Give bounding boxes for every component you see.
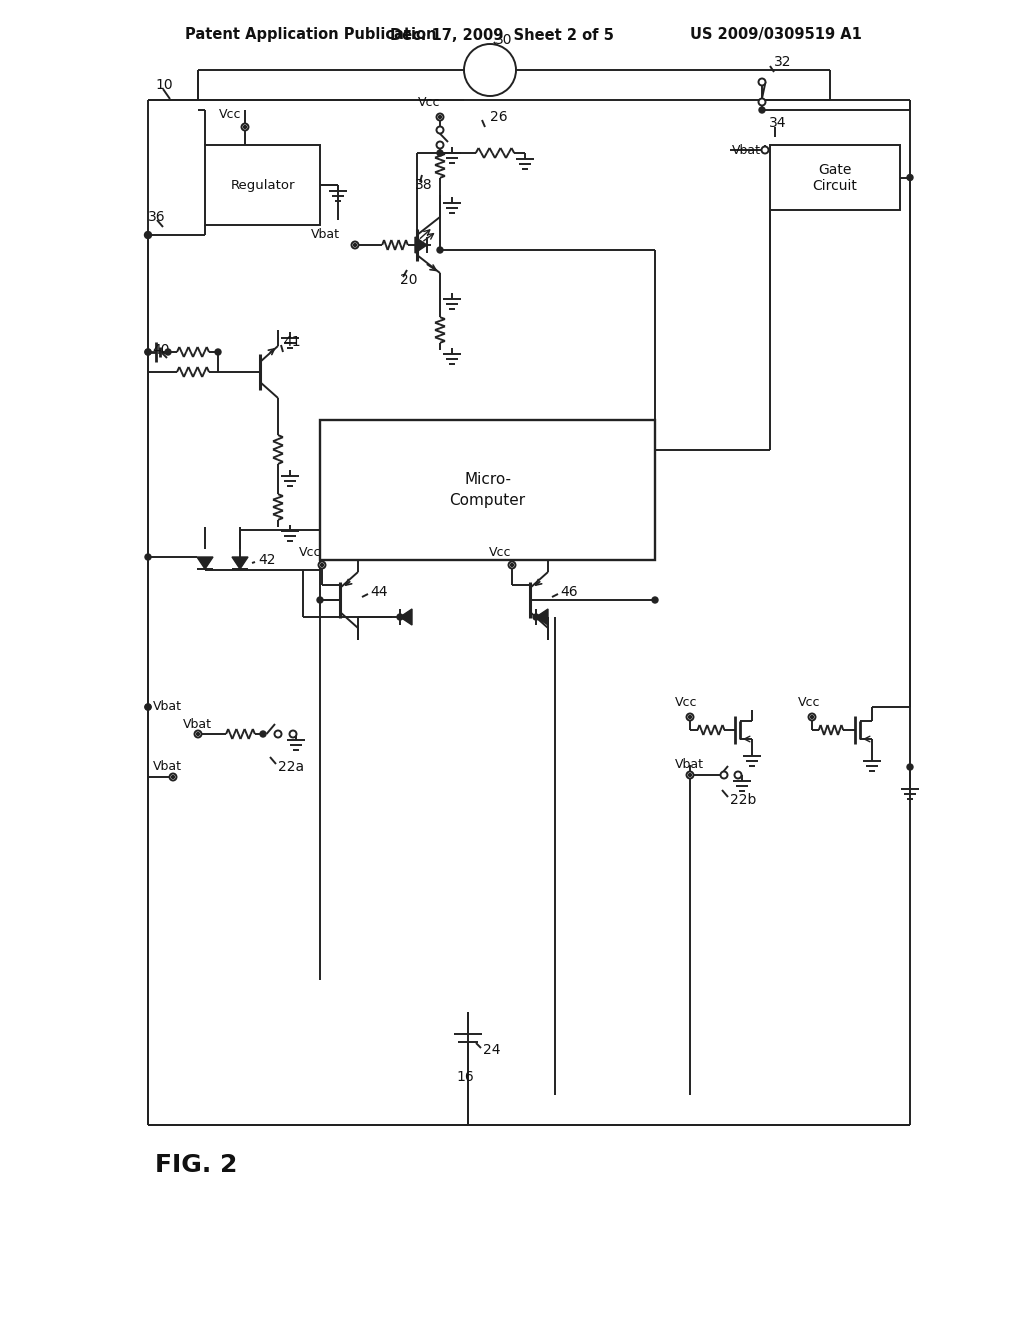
Circle shape <box>721 771 727 779</box>
Text: Micro-: Micro- <box>464 473 511 487</box>
Circle shape <box>145 554 151 560</box>
Circle shape <box>438 116 441 119</box>
Circle shape <box>244 125 247 128</box>
Text: Vcc: Vcc <box>798 697 820 710</box>
Text: Vbat: Vbat <box>153 760 182 774</box>
Circle shape <box>195 730 202 738</box>
Text: Gate: Gate <box>818 162 852 177</box>
Circle shape <box>144 231 152 239</box>
Circle shape <box>317 597 323 603</box>
Circle shape <box>436 127 443 133</box>
Circle shape <box>260 731 266 737</box>
Polygon shape <box>197 557 213 569</box>
Text: Vbat: Vbat <box>675 759 705 771</box>
Circle shape <box>351 242 358 248</box>
Text: Dec. 17, 2009  Sheet 2 of 5: Dec. 17, 2009 Sheet 2 of 5 <box>390 28 613 42</box>
Text: Vbat: Vbat <box>153 701 182 714</box>
Text: 38: 38 <box>415 178 432 191</box>
Text: 16: 16 <box>456 1071 474 1084</box>
Bar <box>770 145 900 210</box>
Circle shape <box>686 771 693 779</box>
Circle shape <box>242 124 249 131</box>
Circle shape <box>145 348 151 355</box>
Circle shape <box>318 561 326 569</box>
Circle shape <box>511 564 513 566</box>
Circle shape <box>688 774 691 776</box>
Text: Circuit: Circuit <box>813 178 857 193</box>
Text: US 2009/0309519 A1: US 2009/0309519 A1 <box>690 28 862 42</box>
Text: 36: 36 <box>148 210 166 224</box>
Circle shape <box>274 730 282 738</box>
Text: FIG. 2: FIG. 2 <box>155 1152 238 1177</box>
Circle shape <box>534 614 539 620</box>
Text: 44: 44 <box>370 585 387 599</box>
Circle shape <box>145 348 151 355</box>
Circle shape <box>762 147 768 153</box>
Text: Vbat: Vbat <box>183 718 212 730</box>
Text: Vbat: Vbat <box>310 228 340 242</box>
Circle shape <box>170 774 176 780</box>
Circle shape <box>145 704 151 710</box>
Circle shape <box>353 243 356 247</box>
Text: 40: 40 <box>152 343 170 356</box>
Circle shape <box>437 150 443 156</box>
Circle shape <box>145 704 151 710</box>
Circle shape <box>509 561 515 569</box>
Polygon shape <box>536 609 548 624</box>
Text: Vbat: Vbat <box>732 144 761 157</box>
Text: Vcc: Vcc <box>675 697 697 710</box>
Circle shape <box>759 78 766 86</box>
Circle shape <box>464 44 516 96</box>
Text: Patent Application Publication: Patent Application Publication <box>185 28 436 42</box>
Text: Vcc: Vcc <box>218 108 241 121</box>
Text: 22b: 22b <box>730 793 757 807</box>
Circle shape <box>809 714 815 721</box>
Polygon shape <box>415 238 427 253</box>
Circle shape <box>811 715 813 718</box>
Circle shape <box>436 141 443 149</box>
Circle shape <box>165 348 171 355</box>
Circle shape <box>215 348 221 355</box>
Circle shape <box>290 730 297 738</box>
Circle shape <box>321 564 324 566</box>
Circle shape <box>907 174 913 181</box>
Text: 30: 30 <box>495 33 512 48</box>
Circle shape <box>437 247 443 253</box>
Circle shape <box>397 614 403 620</box>
Text: 10: 10 <box>155 78 173 92</box>
Text: 32: 32 <box>774 55 792 69</box>
Text: M: M <box>481 61 499 79</box>
Circle shape <box>759 107 765 114</box>
Text: 46: 46 <box>560 585 578 599</box>
Text: 42: 42 <box>258 553 275 568</box>
Text: 26: 26 <box>490 110 508 124</box>
Text: Vcc: Vcc <box>418 96 440 110</box>
Circle shape <box>907 764 913 770</box>
Circle shape <box>436 114 443 120</box>
Polygon shape <box>400 609 412 624</box>
Circle shape <box>686 714 693 721</box>
Circle shape <box>734 771 741 779</box>
Text: 24: 24 <box>483 1043 501 1057</box>
Circle shape <box>197 733 200 735</box>
Polygon shape <box>232 557 248 569</box>
Text: 34: 34 <box>769 116 786 129</box>
Text: 22a: 22a <box>278 760 304 774</box>
Text: 41: 41 <box>283 335 301 348</box>
Text: Computer: Computer <box>450 492 525 507</box>
Text: Vcc: Vcc <box>488 545 511 558</box>
Circle shape <box>171 776 174 779</box>
Bar <box>205 145 319 224</box>
Text: 20: 20 <box>400 273 418 286</box>
Bar <box>319 420 655 560</box>
Circle shape <box>652 597 658 603</box>
Circle shape <box>759 99 766 106</box>
Circle shape <box>688 715 691 718</box>
Text: Regulator: Regulator <box>230 178 295 191</box>
Text: Vcc: Vcc <box>299 545 322 558</box>
